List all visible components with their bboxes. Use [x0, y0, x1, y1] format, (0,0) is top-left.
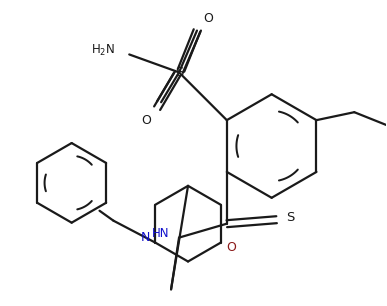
Text: N: N [141, 231, 150, 244]
Text: HN: HN [152, 227, 169, 240]
Text: S: S [286, 211, 295, 224]
Text: O: O [203, 12, 213, 24]
Text: S: S [175, 66, 183, 79]
Text: O: O [141, 114, 151, 127]
Text: H$_2$N: H$_2$N [91, 43, 115, 58]
Text: O: O [226, 241, 236, 254]
